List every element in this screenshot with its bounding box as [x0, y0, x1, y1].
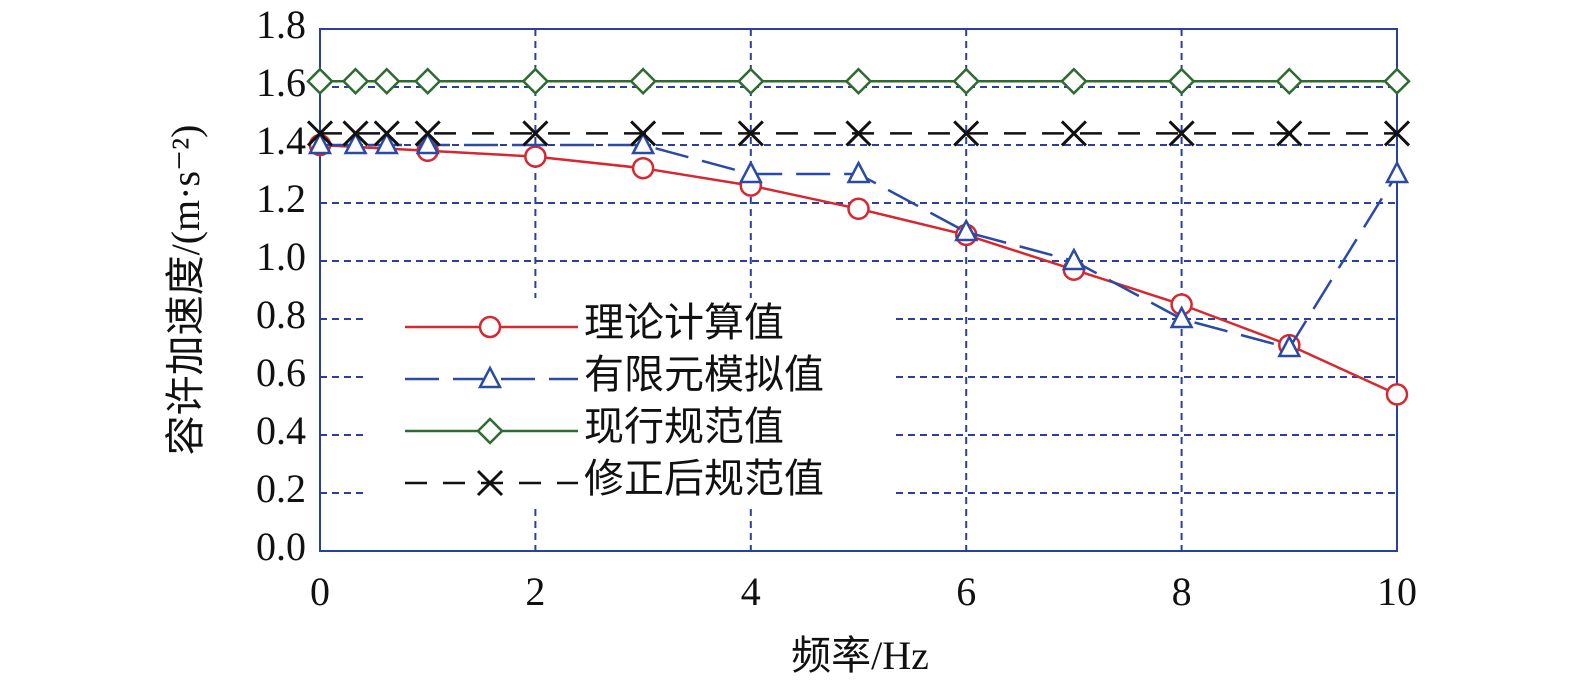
- x-tick-label: 0: [310, 569, 330, 614]
- y-tick-label: 0.6: [256, 350, 306, 395]
- data-point: [738, 160, 763, 184]
- data-point: [952, 67, 980, 95]
- plot-border: [319, 28, 1398, 552]
- data-point: [630, 120, 657, 147]
- data-point: [1383, 120, 1411, 147]
- data-point: [415, 131, 440, 155]
- y-tick-label: 1.2: [256, 176, 306, 221]
- data-point: [954, 218, 979, 242]
- legend-label: 现行规范值: [584, 404, 784, 449]
- x-tick-label: 10: [1377, 569, 1417, 614]
- legend-marker: [476, 469, 504, 497]
- data-point: [1276, 120, 1303, 147]
- data-point: [1385, 383, 1409, 406]
- data-point: [1060, 120, 1087, 147]
- x-axis-label: 频率/Hz: [791, 633, 929, 678]
- data-point: [847, 197, 870, 221]
- data-point: [522, 120, 549, 147]
- data-point: [414, 120, 441, 147]
- data-point: [373, 120, 400, 147]
- data-point: [631, 156, 655, 180]
- data-point: [307, 131, 333, 155]
- data-point: [953, 120, 980, 147]
- x-tick-label: 8: [1172, 569, 1192, 614]
- data-point: [1169, 305, 1194, 329]
- data-point: [629, 67, 657, 95]
- data-point: [844, 67, 873, 95]
- y-axis-label: 容许加速度/(m·s⁻²): [163, 125, 208, 456]
- data-point: [846, 160, 871, 184]
- y-tick-label: 1.8: [256, 2, 306, 47]
- data-point: [631, 131, 656, 155]
- legend-marker: [476, 417, 504, 445]
- y-tick-label: 0.4: [256, 408, 306, 453]
- data-point: [737, 120, 764, 147]
- y-tick-label: 1.6: [256, 60, 306, 105]
- data-point: [521, 67, 550, 95]
- data-point: [1275, 67, 1304, 95]
- legend-label: 有限元模拟值: [584, 352, 824, 397]
- data-point: [845, 120, 872, 147]
- data-point: [343, 131, 368, 155]
- legend-label: 理论计算值: [584, 300, 784, 345]
- legend-marker: [477, 365, 503, 389]
- data-point: [373, 67, 401, 95]
- data-point: [413, 67, 442, 95]
- y-tick-label: 0.8: [256, 292, 306, 337]
- data-point: [1061, 247, 1086, 271]
- y-tick-label: 1.4: [256, 118, 306, 163]
- legend-box: [368, 298, 896, 508]
- legend-label: 修正后规范值: [584, 456, 824, 501]
- data-point: [1168, 120, 1195, 147]
- data-point: [1277, 334, 1302, 358]
- data-point: [524, 145, 547, 168]
- x-tick-label: 4: [741, 569, 761, 614]
- data-point: [374, 131, 399, 155]
- data-point: [1384, 160, 1410, 184]
- data-point: [1060, 67, 1088, 95]
- data-point: [342, 120, 369, 147]
- data-point: [306, 120, 334, 147]
- data-point: [341, 67, 370, 95]
- data-point: [1167, 67, 1196, 95]
- data-point: [306, 67, 334, 95]
- data-point: [1383, 67, 1411, 95]
- data-point: [737, 67, 765, 95]
- y-tick-label: 0.2: [256, 466, 306, 511]
- x-tick-label: 6: [956, 569, 976, 614]
- legend-marker: [478, 315, 502, 339]
- y-tick-label: 1.0: [256, 234, 306, 279]
- x-tick-label: 2: [525, 569, 545, 614]
- y-tick-label: 0.0: [256, 524, 306, 569]
